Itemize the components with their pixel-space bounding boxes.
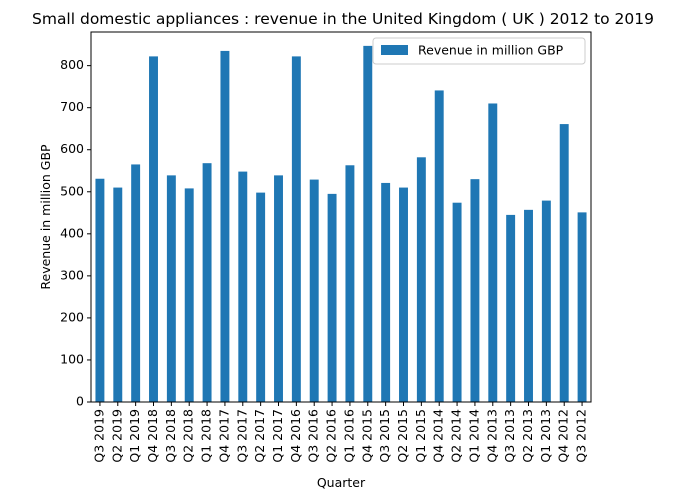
bar-q4-2016 (291, 56, 301, 402)
bar-q4-2015 (363, 45, 373, 403)
x-axis: Q3 2019 Q2 2019 Q1 2019 Q4 2018 Q3 2018 Q2 20… (91, 402, 589, 463)
bar-q2-2019 (113, 187, 123, 402)
x-tick-label: Q2 2013 (520, 409, 535, 463)
x-tick-label: Q4 2016 (288, 409, 303, 463)
bar-q4-2013 (488, 103, 498, 402)
x-tick-label: Q4 2012 (556, 409, 571, 463)
bar-q1-2017 (274, 175, 283, 402)
x-tick-label: Q3 2015 (377, 409, 392, 463)
legend-swatch (381, 45, 408, 55)
x-tick-label: Q3 2018 (163, 409, 178, 463)
x-tick-label: Q3 2012 (574, 409, 589, 463)
plot-frame (90, 31, 592, 403)
x-tick-label: Q2 2019 (109, 409, 124, 463)
bar-q2-2016 (327, 193, 337, 403)
bar-q3-2013 (506, 214, 516, 402)
bar-q1-2016 (345, 165, 355, 402)
y-axis: 0 100 200 300 400 500 600 700 800 (60, 57, 91, 409)
bar-q4-2017 (220, 50, 230, 403)
legend-entry-label: Revenue in million GBP (418, 43, 564, 58)
legend-box (372, 37, 586, 65)
bar-q1-2014 (470, 179, 480, 402)
bar-q2-2015 (399, 187, 408, 402)
x-tick-label: Q2 2018 (181, 409, 196, 463)
x-tick-label: Q2 2016 (324, 409, 339, 463)
x-tick-label: Q1 2016 (341, 409, 356, 463)
y-tick-label: 500 (60, 183, 84, 198)
y-tick-label: 0 (76, 394, 84, 409)
x-tick-label: Q4 2014 (431, 409, 446, 463)
bar-q2-2018 (184, 188, 194, 402)
bar-q3-2017 (238, 171, 248, 402)
y-tick-label: 400 (60, 225, 84, 240)
bar-q4-2018 (149, 56, 158, 402)
x-tick-label: Q2 2015 (395, 409, 410, 463)
bar-q2-2013 (524, 209, 533, 402)
x-tick-label: Q3 2016 (306, 409, 321, 463)
x-tick-label: Q4 2017 (216, 409, 231, 463)
bar-q1-2019 (131, 164, 141, 402)
x-tick-label: Q1 2015 (413, 409, 428, 463)
bar-q4-2012 (559, 124, 569, 402)
bar-q3-2015 (381, 182, 391, 402)
x-tick-label: Q1 2018 (199, 409, 214, 463)
x-tick-label: Q1 2014 (466, 409, 481, 463)
x-tick-label: Q3 2017 (234, 409, 249, 463)
bar-q3-2016 (309, 179, 319, 402)
x-tick-label: Q3 2013 (502, 409, 517, 463)
chart-title: Small domestic appliances : revenue in t… (32, 10, 654, 28)
y-tick-label: 600 (60, 141, 84, 156)
y-tick-label: 300 (60, 267, 84, 282)
x-tick-label: Q4 2015 (359, 409, 374, 463)
x-axis-label: Quarter (317, 475, 366, 490)
bar-q3-2019 (95, 178, 105, 402)
x-tick-label: Q2 2017 (252, 409, 267, 463)
bar-q2-2014 (452, 202, 462, 402)
x-tick-label: Q3 2019 (91, 409, 106, 463)
bars-group (95, 45, 587, 403)
x-tick-label: Q1 2017 (270, 409, 285, 463)
legend: Revenue in million GBP (372, 37, 586, 65)
x-tick-label: Q1 2013 (538, 409, 553, 463)
x-tick-label: Q4 2013 (484, 409, 499, 463)
bar-q2-2017 (256, 192, 266, 402)
x-tick-label: Q1 2019 (127, 409, 142, 463)
bar-q1-2015 (416, 157, 426, 402)
bar-q3-2012 (577, 212, 587, 402)
y-tick-label: 800 (60, 57, 84, 72)
y-tick-label: 100 (60, 351, 84, 366)
x-tick-label: Q4 2018 (145, 409, 160, 463)
bar-q4-2014 (434, 90, 444, 402)
x-tick-label: Q2 2014 (449, 409, 464, 463)
bar-q1-2013 (541, 200, 551, 402)
bar-q1-2018 (202, 163, 212, 402)
y-tick-label: 200 (60, 309, 84, 324)
bar-q3-2018 (166, 175, 176, 402)
y-tick-label: 700 (60, 99, 84, 114)
y-axis-label: Revenue in million GBP (38, 144, 53, 290)
